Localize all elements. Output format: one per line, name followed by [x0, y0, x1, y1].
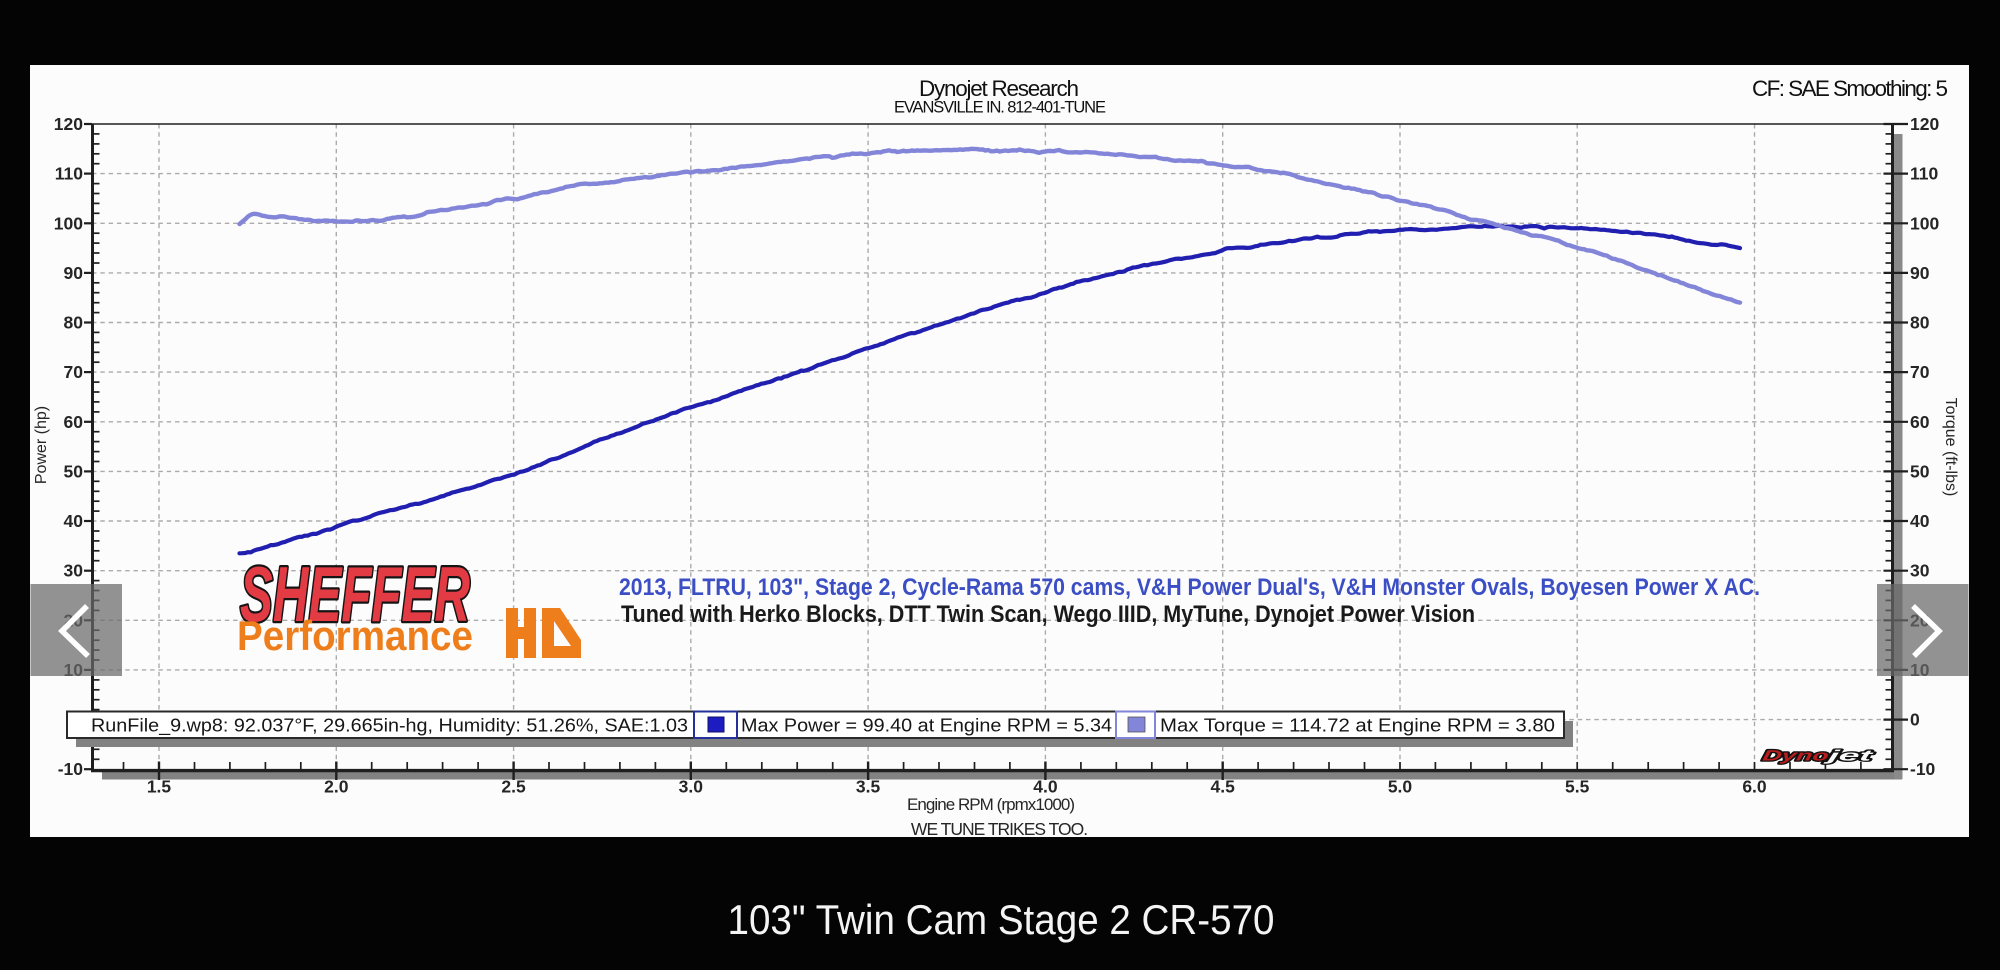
- svg-text:0: 0: [1910, 710, 1920, 730]
- svg-text:80: 80: [1910, 313, 1930, 333]
- svg-text:70: 70: [1910, 362, 1930, 382]
- svg-text:2.5: 2.5: [501, 777, 526, 797]
- svg-text:40: 40: [64, 511, 84, 531]
- svg-text:100: 100: [1910, 213, 1939, 233]
- svg-text:50: 50: [1910, 461, 1930, 481]
- svg-text:110: 110: [1910, 164, 1938, 184]
- svg-text:Engine RPM (rpmx1000): Engine RPM (rpmx1000): [907, 795, 1075, 814]
- svg-text:jet: jet: [1822, 748, 1875, 765]
- svg-text:Max Power = 99.40 at Engine RP: Max Power = 99.40 at Engine RPM = 5.34: [741, 715, 1112, 736]
- svg-text:Tuned with Herko Blocks, DTT T: Tuned with Herko Blocks, DTT Twin Scan, …: [621, 601, 1475, 628]
- svg-text:RunFile_9.wp8: 92.037°F, 29.66: RunFile_9.wp8: 92.037°F, 29.665in-hg, Hu…: [91, 715, 688, 737]
- svg-text:CF: SAE Smoothing: 5: CF: SAE Smoothing: 5: [1752, 76, 1948, 101]
- svg-text:80: 80: [64, 313, 84, 333]
- svg-text:90: 90: [1910, 263, 1930, 283]
- svg-text:EVANSVILLE IN. 812-401-TUNE: EVANSVILLE IN. 812-401-TUNE: [894, 99, 1106, 117]
- svg-text:2013, FLTRU, 103", Stage 2, Cy: 2013, FLTRU, 103", Stage 2, Cycle-Rama 5…: [619, 574, 1760, 601]
- svg-text:100: 100: [54, 213, 83, 233]
- svg-text:40: 40: [1910, 511, 1930, 531]
- svg-text:2.0: 2.0: [324, 777, 349, 797]
- svg-text:Dyno: Dyno: [1761, 748, 1830, 765]
- svg-text:30: 30: [1910, 561, 1930, 581]
- svg-text:3.5: 3.5: [856, 777, 881, 797]
- svg-text:120: 120: [1910, 114, 1939, 134]
- svg-text:5.5: 5.5: [1565, 777, 1590, 797]
- svg-text:90: 90: [64, 263, 84, 283]
- svg-text:3.0: 3.0: [679, 777, 704, 797]
- svg-text:120: 120: [54, 114, 83, 134]
- svg-text:Torque (ft-lbs): Torque (ft-lbs): [1942, 398, 1959, 497]
- svg-text:6.0: 6.0: [1742, 777, 1767, 797]
- svg-text:5.0: 5.0: [1388, 777, 1413, 797]
- svg-text:Performance: Performance: [237, 612, 473, 659]
- svg-text:103" Twin Cam Stage 2 CR-570: 103" Twin Cam Stage 2 CR-570: [728, 896, 1275, 943]
- svg-text:-10: -10: [58, 759, 84, 779]
- svg-text:Max Torque = 114.72 at Engine: Max Torque = 114.72 at Engine RPM = 3.80: [1160, 715, 1555, 736]
- svg-text:Dynojet Research: Dynojet Research: [919, 76, 1079, 101]
- svg-text:70: 70: [64, 362, 84, 382]
- svg-text:4.0: 4.0: [1033, 777, 1058, 797]
- svg-text:SHEFFER: SHEFFER: [240, 550, 470, 638]
- svg-text:Power (hp): Power (hp): [33, 406, 50, 484]
- svg-text:30: 30: [64, 561, 84, 581]
- svg-text:WE TUNE TRIKES TOO.: WE TUNE TRIKES TOO.: [911, 819, 1087, 839]
- svg-text:110: 110: [55, 164, 83, 184]
- svg-text:60: 60: [1910, 412, 1930, 432]
- svg-text:1.5: 1.5: [147, 777, 172, 797]
- svg-text:60: 60: [64, 412, 84, 432]
- svg-text:50: 50: [64, 461, 84, 481]
- svg-text:-10: -10: [1910, 759, 1936, 779]
- svg-text:4.5: 4.5: [1211, 777, 1236, 797]
